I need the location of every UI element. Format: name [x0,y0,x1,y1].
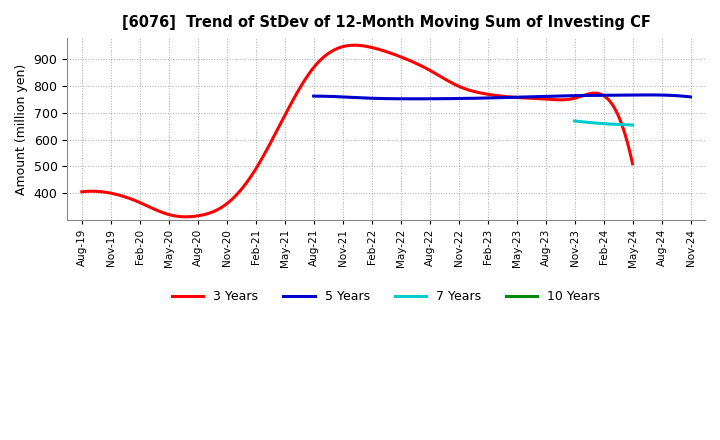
Y-axis label: Amount (million yen): Amount (million yen) [15,63,28,194]
Legend: 3 Years, 5 Years, 7 Years, 10 Years: 3 Years, 5 Years, 7 Years, 10 Years [167,285,606,308]
Title: [6076]  Trend of StDev of 12-Month Moving Sum of Investing CF: [6076] Trend of StDev of 12-Month Moving… [122,15,651,30]
